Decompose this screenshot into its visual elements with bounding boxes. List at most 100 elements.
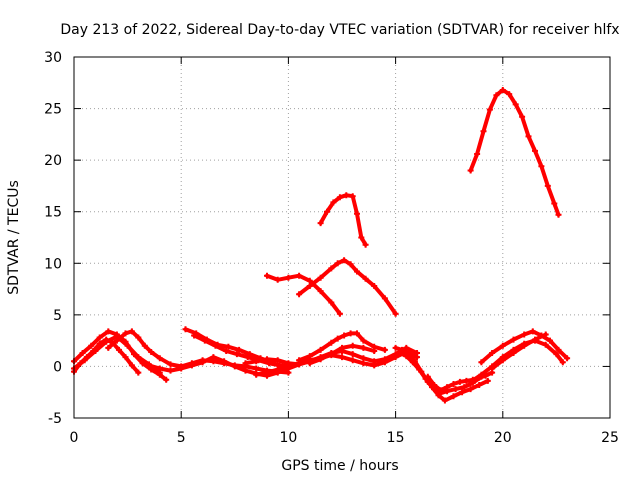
data-point [191, 332, 198, 339]
data-point [116, 346, 122, 353]
data-point [414, 354, 420, 361]
y-tick-label: 5 [53, 308, 62, 324]
data-series-arc-19 [479, 329, 570, 365]
data-point [347, 261, 354, 268]
data-point [92, 348, 99, 354]
data-point [330, 199, 337, 206]
data-point [347, 330, 354, 337]
data-point [122, 330, 129, 337]
data-point [317, 274, 324, 281]
data-series-arc-18 [468, 338, 565, 384]
data-point [467, 167, 474, 174]
data-point [201, 337, 208, 344]
data-point [362, 241, 369, 248]
data-point [113, 337, 120, 344]
data-point [210, 354, 217, 361]
data-point [532, 147, 538, 154]
data-point [124, 342, 131, 349]
y-axis-ticks: -5 0 5 10 15 20 25 30 [44, 50, 610, 427]
data-point [296, 291, 303, 298]
data-point [212, 342, 219, 349]
data-point [392, 310, 399, 317]
data-point [296, 272, 303, 279]
data-point [223, 348, 230, 354]
data-point [354, 330, 360, 337]
data-point [416, 366, 423, 373]
data-point [306, 283, 313, 289]
data-point [105, 344, 112, 351]
data-point [306, 277, 313, 284]
y-tick-label: 30 [44, 50, 62, 66]
data-point [343, 192, 350, 199]
data-point [244, 354, 251, 361]
data-point [349, 357, 356, 364]
data-point [253, 358, 260, 365]
data-point [544, 182, 551, 189]
data-point [499, 87, 506, 93]
data-point [431, 382, 438, 388]
plot-points [71, 87, 571, 404]
data-point [360, 337, 367, 344]
data-point [360, 360, 367, 367]
data-series-arc-13 [297, 258, 398, 316]
data-point [553, 351, 560, 358]
data-point [81, 357, 88, 364]
data-point [542, 341, 549, 348]
y-tick-label: 20 [44, 153, 62, 169]
data-point [478, 371, 485, 378]
data-point [135, 354, 142, 361]
data-point [285, 274, 292, 281]
data-point [317, 220, 324, 227]
data-point [328, 351, 335, 358]
x-tick-label: 20 [494, 430, 512, 446]
data-point [551, 200, 558, 207]
data-point [264, 272, 270, 279]
data-point [371, 283, 378, 289]
data-point [328, 299, 335, 306]
data-point [441, 397, 448, 404]
data-point [349, 342, 356, 349]
chart-title: Day 213 of 2022, Sidereal Day-to-day VTE… [60, 22, 619, 38]
data-point [371, 348, 378, 354]
data-point [128, 362, 135, 369]
data-point [354, 268, 360, 275]
x-tick-label: 15 [387, 430, 405, 446]
data-point [437, 387, 444, 394]
data-point [163, 376, 170, 383]
data-point [306, 353, 313, 360]
x-tick-label: 10 [279, 430, 297, 446]
data-point [444, 384, 451, 391]
data-point [264, 369, 270, 376]
x-axis-label: GPS time / hours [281, 458, 398, 474]
data-point [510, 336, 517, 343]
grid-lines [74, 57, 610, 418]
data-point [506, 91, 513, 98]
data-point [141, 342, 148, 349]
data-point [146, 362, 152, 369]
data-point [381, 359, 388, 366]
data-point [339, 344, 345, 351]
data-point [105, 328, 112, 335]
data-point [274, 357, 281, 364]
data-point [547, 337, 553, 344]
data-point [559, 359, 566, 366]
data-point [317, 356, 324, 363]
data-point [381, 346, 388, 353]
data-point [225, 343, 232, 350]
y-tick-label: 15 [44, 205, 62, 221]
data-point [450, 393, 457, 400]
data-point [317, 288, 324, 295]
data-point [555, 346, 562, 353]
data-point [253, 365, 260, 372]
data-point [178, 365, 185, 372]
data-point [221, 358, 228, 365]
data-point [467, 386, 474, 393]
data-point [510, 350, 517, 356]
data-point [148, 349, 155, 355]
data-point [499, 342, 506, 349]
plot-frame [73, 56, 611, 419]
data-point [486, 106, 493, 113]
data-point [317, 346, 324, 353]
data-point [564, 355, 571, 362]
data-point [529, 328, 536, 335]
